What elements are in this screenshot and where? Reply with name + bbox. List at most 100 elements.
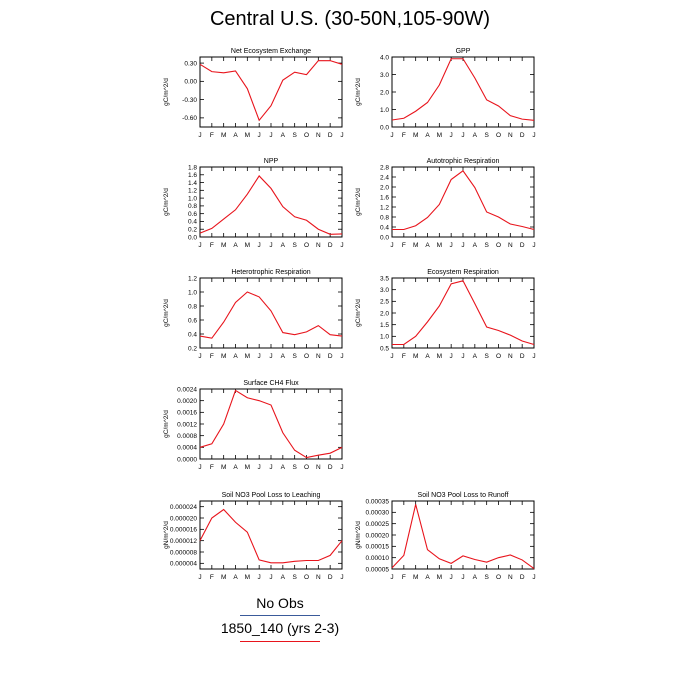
y-tick-label: 2.5	[380, 299, 389, 306]
y-tick-label: 0.4	[188, 219, 197, 226]
y-tick-label: 0.00005	[366, 566, 390, 573]
x-tick-label: J	[269, 464, 272, 471]
x-tick-label: M	[245, 353, 250, 360]
x-tick-label: N	[508, 242, 513, 249]
chart-panel-5: Heterotrophic Respiration gC/m^2/d 0.2 0.4 0…	[163, 269, 344, 360]
x-tick-label: J	[258, 464, 261, 471]
x-tick-label: J	[258, 242, 261, 249]
x-tick-label: J	[198, 464, 201, 471]
y-axis-label: gC/m^2/d	[163, 78, 170, 106]
x-tick-label: N	[508, 574, 513, 581]
x-tick-label: J	[461, 574, 464, 581]
y-tick-label: 1.0	[188, 289, 197, 296]
y-tick-label: 0.0	[188, 234, 197, 241]
x-tick-label: F	[210, 242, 214, 249]
x-tick-label: A	[281, 574, 286, 581]
chart-panel-6: Ecosystem Respiration gC/m^2/d 0.5 1.0 1.5 2.…	[355, 269, 536, 360]
x-tick-label: F	[210, 132, 214, 139]
x-tick-label: M	[413, 353, 418, 360]
x-tick-label: D	[328, 242, 333, 249]
y-tick-label: 0.000004	[170, 561, 197, 568]
y-tick-label: 0.8	[188, 303, 197, 310]
y-tick-label: 1.2	[188, 275, 197, 282]
x-tick-label: N	[508, 132, 513, 139]
x-tick-label: J	[340, 464, 343, 471]
x-tick-label: D	[520, 574, 525, 581]
panel-title: GPP	[456, 48, 471, 55]
x-tick-label: O	[304, 353, 309, 360]
y-tick-label: 0.8	[188, 203, 197, 210]
series-line	[199, 175, 343, 235]
x-tick-label: J	[340, 574, 343, 581]
x-tick-label: J	[198, 353, 201, 360]
y-axis-label: gC/m^2/d	[163, 188, 170, 216]
y-axis-label: gC/m^2/d	[355, 188, 362, 216]
y-tick-label: 0.2	[188, 345, 197, 352]
x-tick-label: S	[292, 242, 297, 249]
panel-title: Ecosystem Respiration	[427, 269, 499, 276]
y-tick-label: 1.8	[188, 164, 197, 171]
x-tick-label: M	[437, 353, 442, 360]
y-tick-label: 0.00025	[366, 521, 390, 528]
y-tick-label: 0.00030	[366, 510, 390, 517]
y-tick-label: 0.000012	[170, 538, 197, 545]
x-tick-label: J	[258, 353, 261, 360]
x-tick-label: A	[425, 353, 430, 360]
y-tick-label: 0.6	[188, 317, 197, 324]
y-tick-label: 2.0	[380, 184, 389, 191]
x-tick-label: F	[402, 242, 406, 249]
series-line	[199, 389, 343, 459]
x-tick-label: M	[221, 132, 226, 139]
y-tick-label: 0.0	[380, 124, 389, 131]
y-tick-label: 0.0016	[177, 410, 197, 417]
x-tick-label: S	[484, 353, 489, 360]
y-tick-label: 1.0	[380, 107, 389, 114]
x-tick-label: J	[390, 353, 393, 360]
panel-title: Surface CH4 Flux	[243, 380, 299, 387]
x-tick-label: J	[198, 574, 201, 581]
x-tick-label: M	[437, 242, 442, 249]
x-tick-label: M	[245, 242, 250, 249]
x-tick-label: D	[328, 132, 333, 139]
x-tick-label: J	[269, 242, 272, 249]
y-tick-label: -0.60	[182, 115, 197, 122]
x-tick-label: A	[281, 464, 286, 471]
y-tick-label: 2.4	[380, 174, 389, 181]
x-tick-label: D	[328, 464, 333, 471]
x-tick-label: J	[532, 132, 535, 139]
series-line	[391, 58, 535, 121]
x-tick-label: J	[532, 353, 535, 360]
y-tick-label: 3.5	[380, 275, 389, 282]
x-tick-label: O	[304, 574, 309, 581]
x-tick-label: F	[402, 353, 406, 360]
y-tick-label: 1.0	[380, 334, 389, 341]
y-tick-label: 0.2	[188, 227, 197, 234]
y-tick-label: -0.30	[182, 97, 197, 104]
x-tick-label: A	[281, 242, 286, 249]
y-tick-label: 3.0	[380, 72, 389, 79]
x-tick-label: N	[316, 132, 321, 139]
x-tick-label: M	[245, 132, 250, 139]
x-tick-label: M	[221, 353, 226, 360]
x-tick-label: O	[496, 353, 501, 360]
x-tick-label: O	[304, 464, 309, 471]
y-tick-label: 0.8	[380, 214, 389, 221]
x-tick-label: D	[520, 132, 525, 139]
x-tick-label: A	[473, 132, 478, 139]
x-tick-label: M	[413, 242, 418, 249]
x-tick-label: O	[496, 574, 501, 581]
x-tick-label: M	[221, 242, 226, 249]
x-tick-label: J	[461, 132, 464, 139]
y-tick-label: 0.4	[188, 331, 197, 338]
y-tick-label: 2.0	[380, 310, 389, 317]
y-tick-label: 0.00020	[366, 532, 390, 539]
series-line	[392, 169, 535, 231]
x-tick-label: M	[245, 574, 250, 581]
x-tick-label: O	[304, 242, 309, 249]
series-line	[199, 291, 343, 339]
chart-panel-7: Surface CH4 Flux gC/m^2/d 0.0000 0.0004 0.00…	[163, 380, 344, 471]
x-tick-label: A	[281, 353, 286, 360]
chart-panel-1: Net Ecosystem Exchange gC/m^2/d 0.30 0.00 -0…	[163, 48, 344, 139]
chart-panel-8: Soil NO3 Pool Loss to LeachinggN/m^2/d0.…	[163, 492, 344, 581]
x-tick-label: J	[340, 242, 343, 249]
